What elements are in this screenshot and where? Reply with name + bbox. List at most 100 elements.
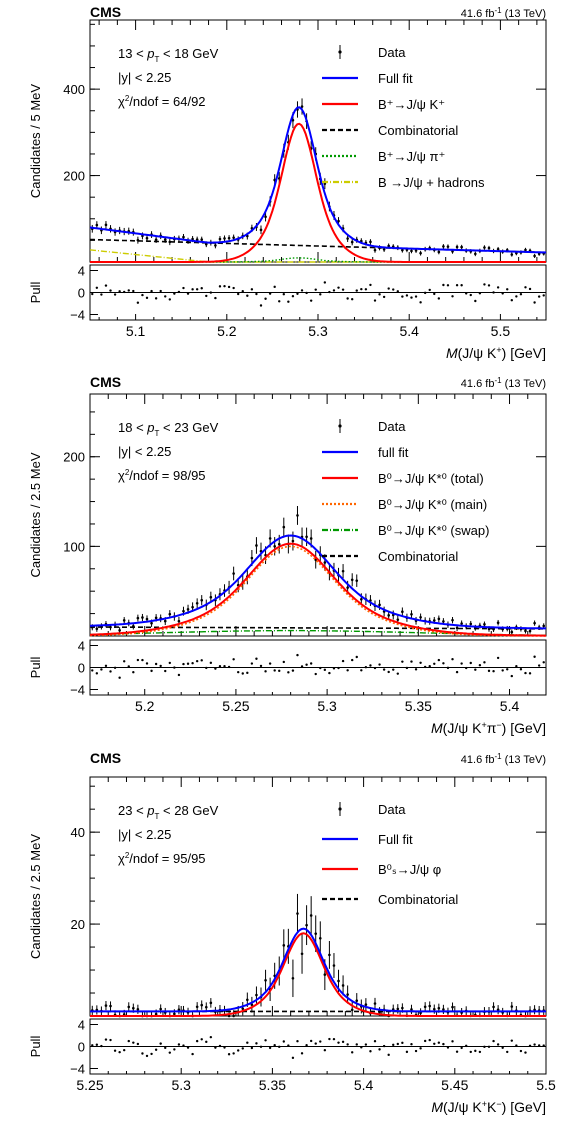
pull-point [364,288,368,291]
pull-point [209,1035,213,1039]
pull-point [496,1043,500,1046]
pull-point [205,294,208,298]
y-tick-label: 200 [63,169,85,184]
pull-point [232,286,235,290]
data-point [492,1005,495,1009]
pull-tick-label: 4 [78,264,85,279]
pull-point [113,293,117,296]
data-point [305,923,308,927]
pull-point [387,1053,390,1057]
pull-point [465,666,468,670]
x-label-text: (J/ψ K [458,345,497,361]
pull-point [305,291,308,295]
data-point [227,236,231,240]
data-point [432,1007,436,1011]
pull-point [177,290,181,294]
pt-text: 13 < [118,46,147,61]
pull-point [483,1045,486,1049]
pull-point [423,665,427,669]
pull-point [474,1049,477,1053]
pull-point [410,660,413,663]
x-tick-label: 5.3 [317,698,337,714]
legend-data-dot [338,424,342,428]
data-point [250,556,254,560]
pull-point [492,291,495,294]
pull-point [478,1050,482,1054]
pull-point [145,1054,149,1058]
luminosity-label: 41.6 fb-1 (13 TeV) [461,376,546,390]
data-point [214,244,217,247]
legend-symbol-1 [338,45,342,59]
pull-point [268,292,272,295]
data-point [355,999,359,1002]
data-point [255,993,258,997]
pull-point [118,676,121,679]
data-point [250,1003,254,1007]
pull-point [209,291,213,294]
legend-label-4: Combinatorial [378,892,458,907]
pull-point [278,300,281,303]
cms-label: CMS [90,374,121,390]
pull-point [392,1043,395,1047]
pull-point [241,289,244,293]
pull-point [355,289,358,292]
data-point [296,912,299,915]
pull-point [323,281,327,284]
pull-point [296,653,299,657]
data-point [401,1006,404,1010]
pull-point [237,292,240,296]
pt-tail: < 28 GeV [159,803,218,818]
data-point [332,964,336,967]
pull-point [168,661,171,665]
x-tick-label: 5.5 [491,323,511,339]
pull-point [369,664,372,667]
pull-point [159,289,162,293]
pull-axis-label: Pull [28,1036,43,1058]
pull-points [91,281,545,307]
pull-point [177,673,181,677]
x-tick-label: 5.35 [405,698,432,714]
data-point [232,572,235,575]
pull-point [451,1040,454,1043]
pull-point [360,287,363,291]
pull-point [136,301,140,304]
y-tick-label: 200 [63,450,85,465]
data-point [246,998,249,1002]
data-point [127,1005,131,1009]
pull-point [351,658,354,662]
data-point [195,601,199,605]
pull-point [533,1043,536,1046]
pull-point [401,660,404,663]
luminosity-label: 41.6 fb-1 (13 TeV) [461,6,546,20]
pull-point [300,1052,304,1055]
pull-point [123,1048,126,1052]
pull-point [95,286,99,289]
data-point [410,249,413,253]
data-point [528,629,532,633]
pull-point [227,665,231,669]
pull-point [246,671,249,675]
pull-point [510,299,513,302]
pull-point [337,286,340,289]
data-point [455,245,459,249]
pull-point [469,1050,472,1054]
pull-point [100,293,103,296]
pull-point [465,292,468,295]
full-fit-curve [90,534,546,630]
data-point [460,245,463,249]
pull-point [300,289,304,292]
data-point [204,1005,208,1009]
pull-point [168,298,171,301]
pull-point [182,662,185,666]
chi-sup: 2 [125,468,130,477]
pull-point [150,289,153,293]
pull-point [355,655,358,659]
pull-point [455,1050,459,1053]
lumi-exponent: -1 [494,752,502,761]
data-point [437,617,441,621]
data-point [460,622,463,625]
rapidity-label: |y| < 2.25 [118,70,171,85]
data-point [323,561,327,564]
data-point [387,614,390,617]
pull-point [487,669,491,673]
